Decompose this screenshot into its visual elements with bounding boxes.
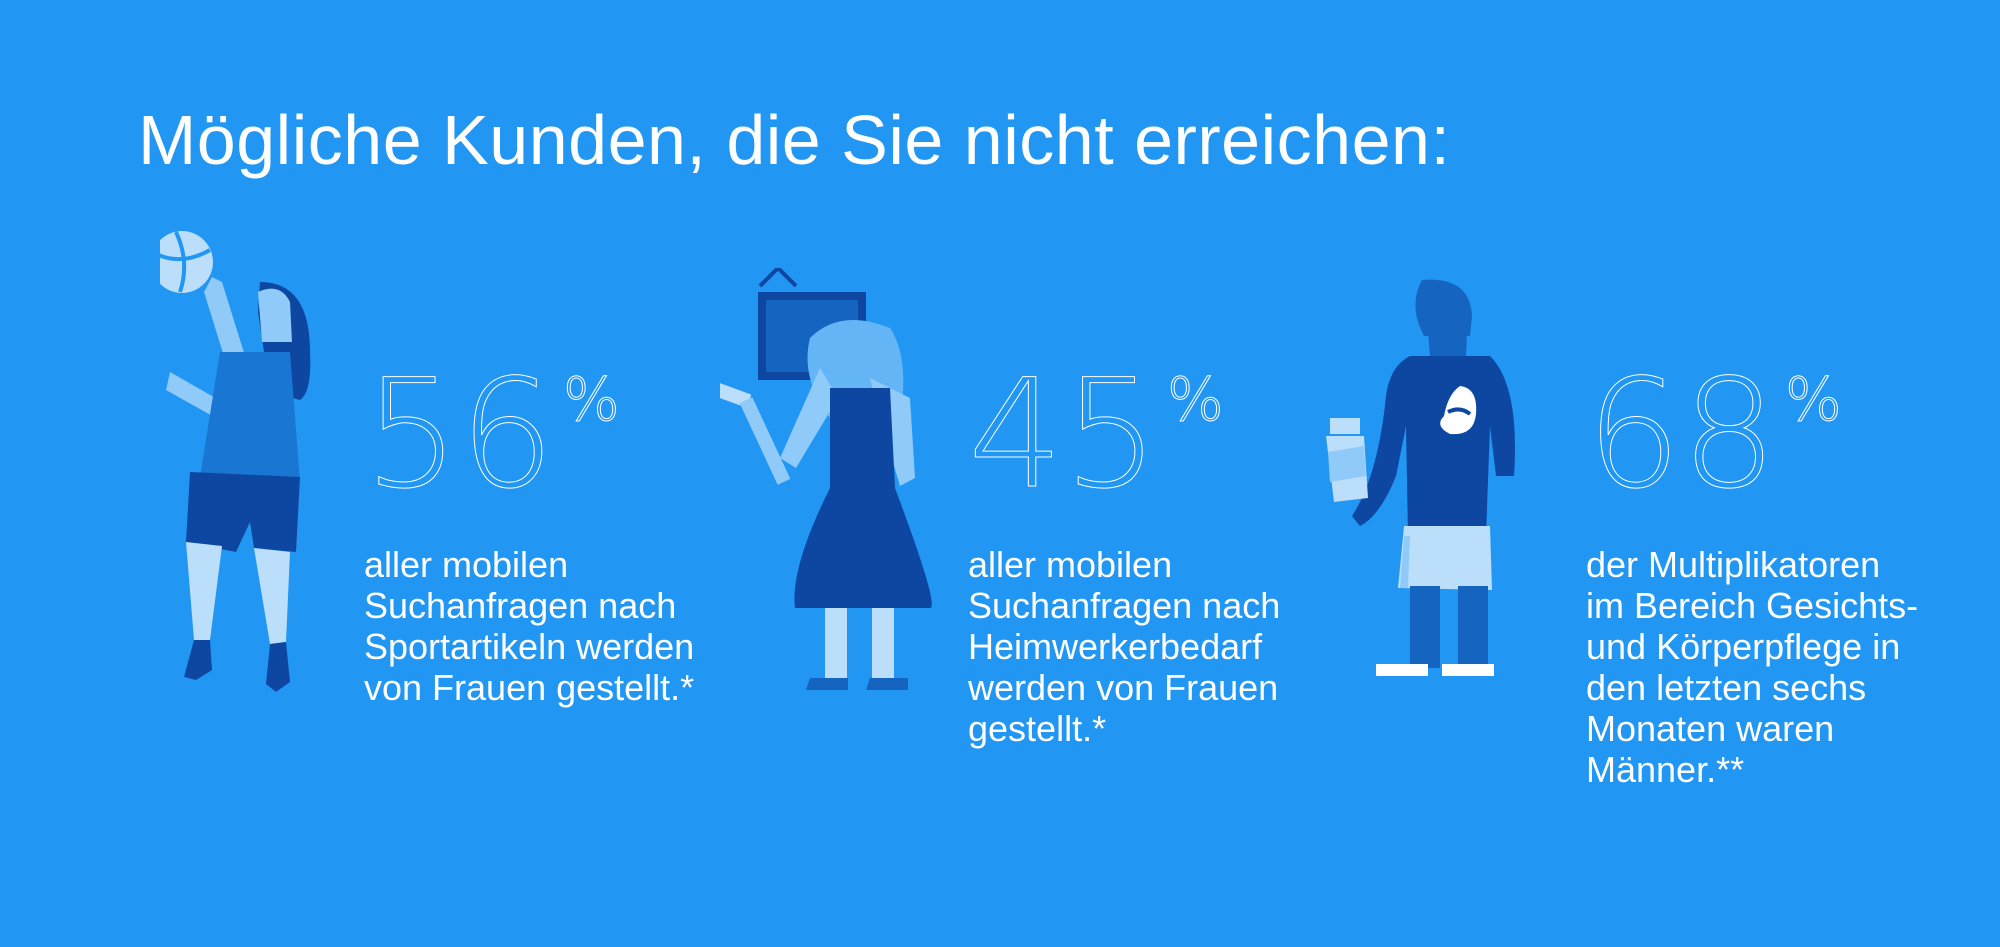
stat-description-line: Heimwerkerbedarf: [968, 626, 1263, 667]
stat-description: aller mobilen Suchanfragen nach Heimwerk…: [968, 544, 1368, 749]
stat-number: 56: [364, 348, 556, 522]
stat-description-line: der Multiplikatoren: [1586, 544, 1881, 585]
stat-description-line: Monaten waren: [1586, 708, 1835, 749]
percent-sign: %: [562, 365, 620, 435]
stat-description-line: Suchanfragen nach: [968, 585, 1281, 626]
woman-hammer-icon: [720, 268, 932, 690]
percent-sign: %: [1784, 365, 1842, 435]
stat-description-line: von Frauen gestellt.*: [364, 667, 695, 708]
stat-description-line: aller mobilen: [968, 544, 1173, 585]
stat-description: der Multiplikatoren im Bereich Gesichts-…: [1586, 544, 1986, 790]
stat-description: aller mobilen Suchanfragen nach Sportart…: [364, 544, 764, 708]
stat-description-line: gestellt.*: [968, 708, 1107, 749]
stat-number: 68: [1586, 348, 1778, 522]
woman-volleyball-icon: [160, 231, 311, 692]
stat-description-line: den letzten sechs: [1586, 667, 1867, 708]
stat-description-line: Suchanfragen nach: [364, 585, 677, 626]
stat-value: 68 %: [1586, 348, 1986, 522]
stat-description-line: werden von Frauen: [968, 667, 1279, 708]
stat-description-line: und Körperpflege in: [1586, 626, 1901, 667]
man-towel-icon: [1326, 279, 1515, 676]
stat-value: 45 %: [968, 348, 1368, 522]
stat-diy: 45 % aller mobilen Suchanfragen nach Hei…: [968, 348, 1368, 750]
stat-number: 45: [968, 348, 1160, 522]
page-title: Mögliche Kunden, die Sie nicht erreichen…: [138, 101, 1451, 179]
stat-sports: 56 % aller mobilen Suchanfragen nach Spo…: [364, 348, 764, 709]
stat-cosmetics: 68 % der Multiplikatoren im Bereich Gesi…: [1586, 348, 1986, 791]
stat-description-line: aller mobilen: [364, 544, 569, 585]
stat-value: 56 %: [364, 348, 764, 522]
percent-sign: %: [1166, 365, 1224, 435]
stat-description-line: Sportartikeln werden: [364, 626, 695, 667]
stat-description-line: im Bereich Gesichts-: [1586, 585, 1919, 626]
stat-description-line: Männer.**: [1586, 749, 1745, 790]
